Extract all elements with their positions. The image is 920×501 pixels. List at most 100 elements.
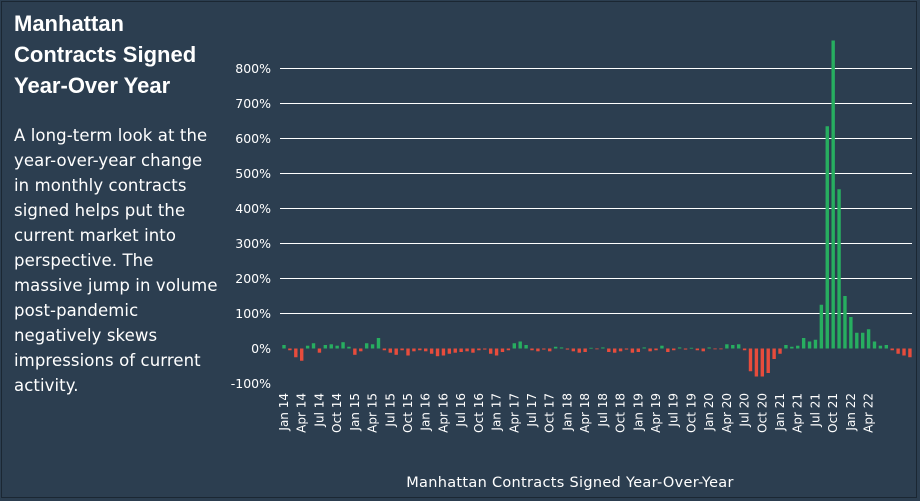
y-tick-label: 200%	[235, 271, 271, 286]
x-tick-label: Apr 21	[791, 393, 805, 433]
bar	[571, 348, 576, 352]
bar	[860, 332, 865, 349]
y-tick-label: -100%	[231, 376, 271, 391]
bar	[731, 345, 735, 349]
x-tick-label: Jan 19	[631, 393, 645, 432]
bar	[772, 348, 776, 359]
bar	[441, 348, 446, 356]
bar	[648, 348, 652, 352]
bar	[323, 345, 328, 349]
x-tick-label: Jan 15	[348, 393, 362, 432]
bar	[488, 348, 493, 354]
bar	[518, 341, 522, 349]
bar	[465, 348, 469, 352]
x-tick-label: Apr 17	[507, 393, 521, 433]
bar	[630, 348, 635, 353]
bar	[642, 347, 646, 349]
page-title: Manhattan Contracts Signed Year-Over Yea…	[14, 11, 197, 98]
bar	[701, 348, 705, 352]
x-tick-label: Oct 17	[543, 393, 557, 433]
bar	[500, 348, 505, 352]
bar	[376, 338, 381, 349]
bar	[707, 347, 711, 349]
bar	[453, 348, 457, 353]
bar	[618, 348, 623, 352]
bar	[477, 348, 481, 351]
bar	[412, 348, 416, 352]
bar	[683, 348, 688, 350]
bar	[294, 348, 298, 358]
x-tick-label: Apr 22	[862, 393, 876, 433]
x-tick-label: Oct 19	[684, 393, 698, 433]
bar	[654, 348, 658, 351]
bar	[607, 348, 611, 352]
bar	[459, 348, 463, 352]
x-tick-label: Oct 20	[755, 393, 769, 433]
y-tick-label: 400%	[235, 201, 271, 216]
bar	[353, 348, 357, 355]
bar	[672, 348, 676, 351]
x-tick-label: Jul 15	[383, 393, 397, 428]
x-tick-label: Oct 21	[826, 393, 840, 433]
bar	[589, 347, 593, 349]
bar	[660, 345, 664, 349]
bar	[577, 348, 581, 353]
bar	[819, 304, 824, 349]
x-tick-label: Oct 14	[330, 393, 344, 433]
bar	[548, 348, 552, 352]
bar	[288, 348, 292, 351]
bars	[282, 40, 912, 377]
x-tick-label: Apr 18	[578, 393, 592, 433]
bar	[524, 345, 528, 349]
bar	[778, 348, 782, 354]
bar	[807, 341, 812, 349]
bar	[719, 348, 723, 350]
bar	[429, 348, 434, 354]
bar	[896, 348, 900, 354]
bar	[742, 348, 747, 351]
bar	[866, 329, 871, 349]
bar	[677, 347, 682, 349]
x-tick-label: Jan 22	[844, 393, 858, 432]
x-tick-label: Jul 18	[596, 393, 610, 428]
x-tick-label: Jan 16	[419, 393, 433, 432]
bar	[424, 348, 428, 352]
y-tick-label: 100%	[235, 306, 271, 321]
gridlines	[280, 68, 912, 314]
x-tick-label: Oct 15	[401, 393, 415, 433]
bar	[595, 348, 599, 350]
x-tick-label: Jan 14	[277, 393, 291, 432]
y-axis-labels: -100% 0% 100% 200% 300% 400% 500% 600% 700% 800%	[231, 61, 271, 391]
bar	[494, 348, 499, 356]
bar	[418, 348, 422, 351]
bar	[282, 345, 286, 349]
bar	[559, 347, 564, 349]
x-tick-label: Oct 18	[614, 393, 628, 433]
bar	[612, 348, 617, 353]
x-tick-label: Jul 20	[738, 393, 752, 428]
bar	[447, 348, 452, 354]
x-tick-label: Jan 18	[560, 393, 574, 432]
bar	[624, 348, 629, 350]
bar	[908, 348, 912, 358]
bar	[890, 348, 894, 351]
bar	[695, 348, 700, 351]
bar	[370, 344, 375, 349]
bar	[843, 296, 847, 349]
x-tick-label: Jul 19	[667, 393, 681, 428]
bar	[335, 345, 339, 349]
bar	[754, 348, 759, 377]
bar	[565, 348, 570, 350]
bar	[394, 348, 398, 355]
bar	[347, 346, 351, 349]
bar	[553, 346, 558, 349]
bar	[748, 348, 753, 372]
bar	[382, 348, 387, 351]
bar	[855, 332, 859, 349]
bar	[506, 348, 511, 351]
bar	[400, 348, 404, 351]
bar	[766, 348, 770, 373]
bar	[329, 344, 333, 349]
x-tick-label: Apr 20	[720, 393, 734, 433]
